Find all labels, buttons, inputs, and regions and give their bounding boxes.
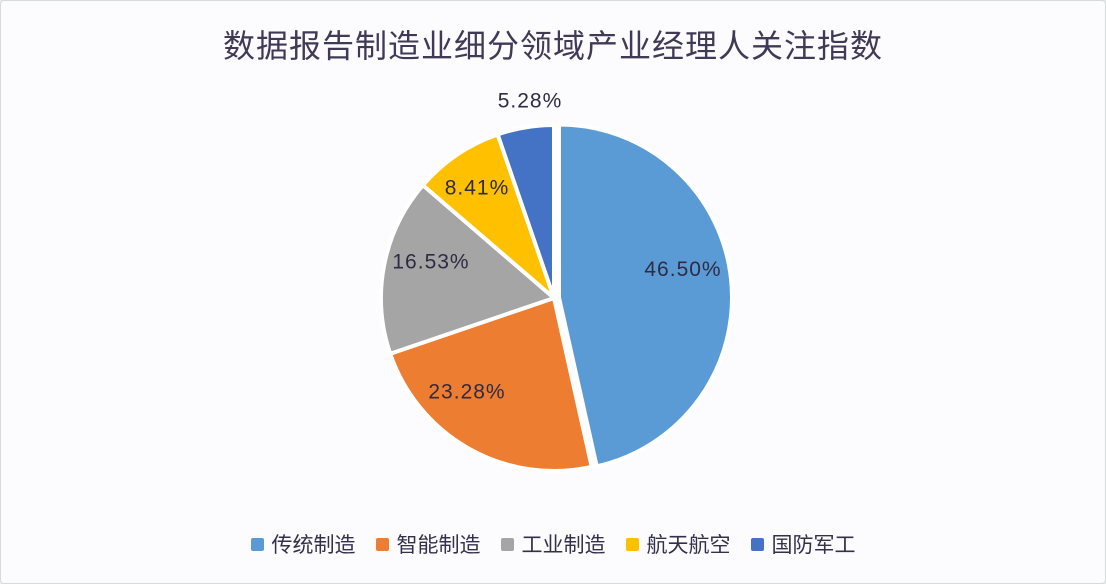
pie-slice-4 (495, 123, 556, 300)
legend-label: 国防军工 (771, 534, 856, 557)
pie-slice-2 (379, 183, 556, 356)
legend-swatch-icon (375, 537, 389, 551)
data-label-0: 46.50% (644, 258, 721, 281)
legend: 传统制造 智能制造 工业制造 航天航空 国防军工 (1, 529, 1105, 559)
legend-label: 航天航空 (646, 534, 731, 557)
legend-item-3: 航天航空 (625, 529, 731, 559)
legend-swatch-icon (500, 537, 514, 551)
legend-swatch-icon (250, 537, 264, 551)
legend-label: 传统制造 (271, 534, 356, 557)
data-label-2: 16.53% (392, 251, 469, 274)
data-label-1: 23.28% (428, 381, 505, 404)
data-label-4: 5.28% (498, 90, 563, 113)
legend-swatch-icon (625, 537, 639, 551)
legend-item-0: 传统制造 (250, 529, 356, 559)
pie-slice-0 (557, 122, 734, 469)
legend-label: 工业制造 (521, 534, 606, 557)
legend-item-1: 智能制造 (375, 529, 481, 559)
chart-title: 数据报告制造业细分领域产业经理人关注指数 (222, 28, 883, 64)
legend-item-4: 国防军工 (750, 529, 856, 559)
legend-item-2: 工业制造 (500, 529, 606, 559)
data-label-3: 8.41% (445, 177, 510, 200)
legend-label: 智能制造 (396, 534, 481, 557)
pie-slice-1 (388, 296, 594, 473)
legend-swatch-icon (750, 537, 764, 551)
